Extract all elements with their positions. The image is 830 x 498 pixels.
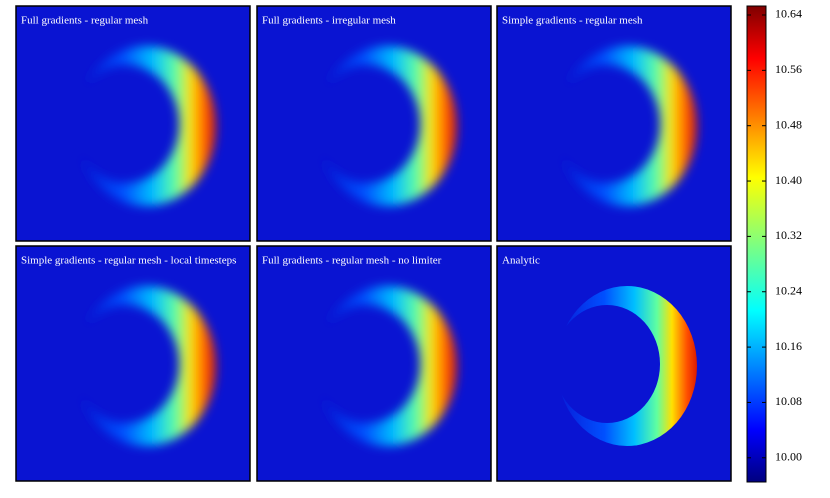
colorbar-tick-label: 10.00 [775,450,802,464]
panel-title: Simple gradients - regular mesh - local … [21,255,236,267]
crescent-group [257,6,491,241]
panel-frame [15,5,251,242]
colorbar-tick-label: 10.24 [775,283,802,297]
panel-title: Analytic [502,255,540,267]
colorbar-tick-label: 10.48 [775,117,802,131]
panel-title: Simple gradients - regular mesh [502,15,643,27]
panel: Simple gradients - regular mesh [496,5,732,242]
crescent-group [16,246,250,481]
panel: Full gradients - regular mesh [15,5,251,242]
crescent-group [497,6,731,241]
crescent [16,246,250,481]
colorbar-tick-label: 10.64 [775,7,802,21]
panel: Full gradients - regular mesh - no limit… [256,245,492,482]
crescent [257,6,491,241]
colorbar-tick-label: 10.08 [775,394,802,408]
crescent-group [257,246,491,481]
colorbar-tick-label: 10.56 [775,62,802,76]
panel-title: Full gradients - irregular mesh [262,15,396,27]
panel: Simple gradients - regular mesh - local … [15,245,251,482]
crescent [497,6,731,241]
crescent-group [16,6,250,241]
crescent-group [497,246,731,481]
panel-frame [496,245,732,482]
crescent [497,246,731,481]
panel: Full gradients - irregular mesh [256,5,492,242]
panel: Analytic [496,245,732,482]
crescent [257,246,491,481]
panel-title: Full gradients - regular mesh - no limit… [262,255,442,267]
colorbar-tick-label: 10.40 [775,173,802,187]
panel-frame [496,5,732,242]
panel-frame [256,5,492,242]
colorbar [746,5,767,483]
panel-frame [15,245,251,482]
colorbar-tick-label: 10.32 [775,228,802,242]
panel-title: Full gradients - regular mesh [21,15,149,27]
panel-frame [256,245,492,482]
crescent [16,6,250,241]
colorbar-tick-label: 10.16 [775,339,802,353]
